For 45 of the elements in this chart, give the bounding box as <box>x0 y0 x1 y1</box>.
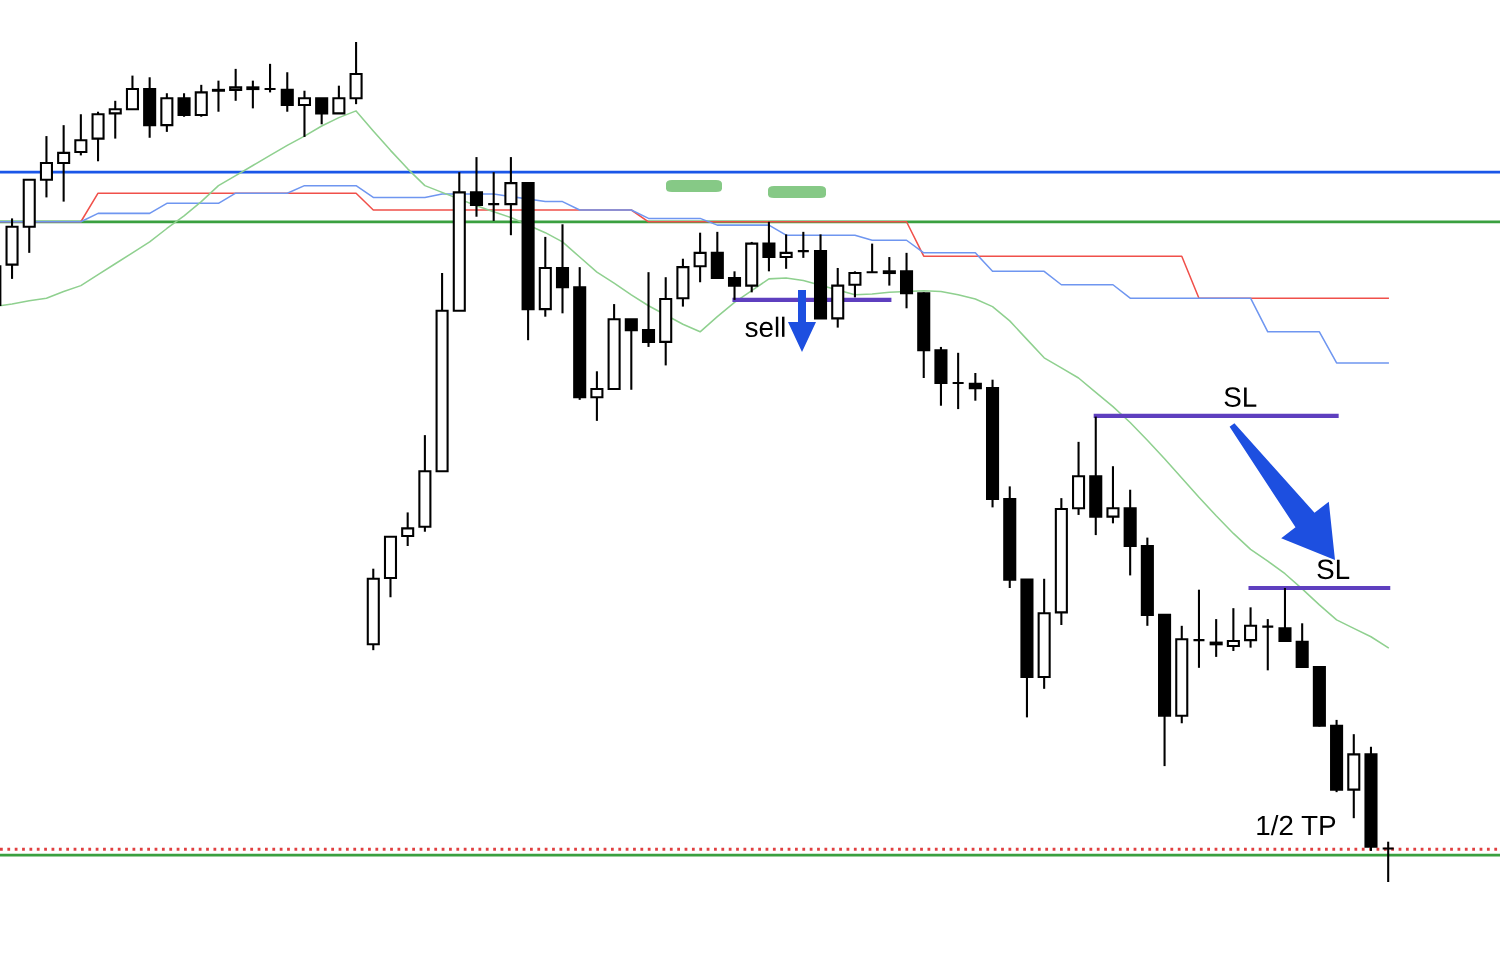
candlestick <box>280 71 294 113</box>
candlestick <box>504 156 518 237</box>
candlestick <box>882 256 896 287</box>
candlestick <box>211 79 226 113</box>
candlestick <box>865 242 879 274</box>
candlestick <box>1226 607 1240 653</box>
candlestick <box>108 99 122 140</box>
candlestick <box>332 84 346 115</box>
candlestick <box>1381 840 1395 884</box>
candlestick <box>74 113 88 157</box>
candlestick <box>125 74 139 111</box>
candlestick <box>229 67 243 102</box>
series-label: SL <box>1224 387 1257 407</box>
candlestick <box>315 97 329 126</box>
candlestick <box>848 270 862 299</box>
candlestick <box>469 156 484 218</box>
candlestick <box>693 231 707 284</box>
candlestick <box>263 62 277 94</box>
candlestick <box>246 79 260 110</box>
candlestick <box>796 230 810 259</box>
candlestick <box>951 351 965 411</box>
candlestick <box>1192 588 1206 669</box>
candlestick <box>624 318 638 391</box>
candlestick <box>779 233 793 270</box>
ref-line-label: 1/2 TP <box>1257 814 1336 836</box>
candlestick <box>194 83 208 118</box>
candlestick <box>401 511 415 548</box>
series-label: sell <box>745 316 785 338</box>
candlestick <box>1261 618 1275 672</box>
candlestick <box>762 220 776 273</box>
candlestick <box>555 223 570 315</box>
candlestick <box>727 270 742 301</box>
candlestick <box>590 370 604 422</box>
candlestick <box>297 89 312 138</box>
candlestick <box>57 124 71 203</box>
candlestick <box>1244 606 1258 649</box>
candlestick <box>641 271 656 348</box>
candlestick <box>1106 465 1120 525</box>
candlestick <box>968 371 982 402</box>
candlestick <box>39 135 53 199</box>
candlestick <box>177 92 191 118</box>
candlestick <box>487 171 501 222</box>
candlestick <box>899 251 914 310</box>
candlestick <box>1278 586 1292 642</box>
series-label: SL <box>1317 559 1350 580</box>
